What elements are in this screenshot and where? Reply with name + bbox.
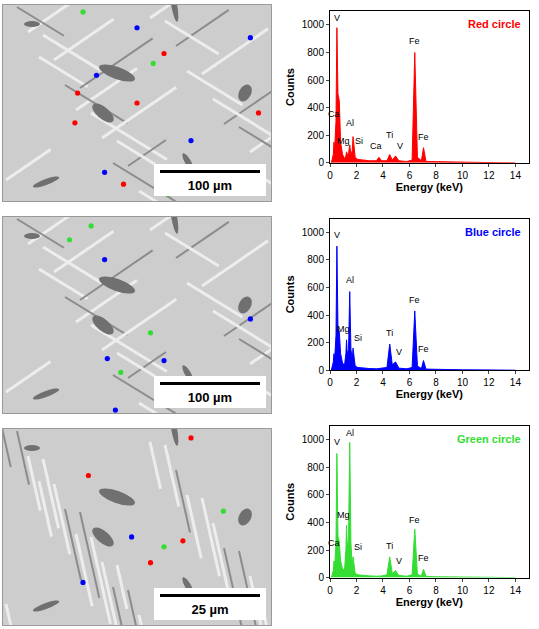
svg-text:V: V xyxy=(334,230,340,240)
svg-text:V: V xyxy=(396,556,402,566)
svg-text:Si: Si xyxy=(354,333,362,343)
svg-text:0: 0 xyxy=(318,572,324,583)
svg-text:800: 800 xyxy=(307,47,324,58)
svg-text:Ti: Ti xyxy=(386,541,393,551)
svg-text:Counts: Counts xyxy=(284,275,296,313)
svg-text:800: 800 xyxy=(307,254,324,265)
svg-text:Al: Al xyxy=(346,428,354,438)
svg-text:Mg: Mg xyxy=(337,510,350,520)
svg-text:2: 2 xyxy=(354,377,360,388)
svg-text:Energy (keV): Energy (keV) xyxy=(396,596,464,608)
svg-text:100 µm: 100 µm xyxy=(188,178,232,193)
svg-text:V: V xyxy=(397,141,403,151)
svg-text:14: 14 xyxy=(510,377,522,388)
svg-text:1000: 1000 xyxy=(302,19,325,30)
svg-text:600: 600 xyxy=(307,75,324,86)
svg-text:V: V xyxy=(334,437,340,447)
svg-text:10: 10 xyxy=(457,585,469,596)
svg-text:Blue circle: Blue circle xyxy=(465,226,521,238)
svg-text:Ca: Ca xyxy=(328,538,340,548)
svg-text:V: V xyxy=(396,347,402,357)
svg-text:600: 600 xyxy=(307,282,324,293)
svg-text:10: 10 xyxy=(457,377,469,388)
svg-text:Ti: Ti xyxy=(386,130,393,140)
svg-text:0: 0 xyxy=(318,157,324,168)
svg-text:Si: Si xyxy=(354,542,362,552)
svg-text:Fe: Fe xyxy=(409,295,420,305)
svg-text:100 µm: 100 µm xyxy=(188,390,232,405)
svg-text:6: 6 xyxy=(407,170,413,181)
svg-text:0: 0 xyxy=(318,365,324,376)
svg-text:4: 4 xyxy=(380,170,386,181)
svg-text:8: 8 xyxy=(433,170,439,181)
svg-text:200: 200 xyxy=(307,130,324,141)
svg-text:Mg: Mg xyxy=(337,136,350,146)
svg-text:6: 6 xyxy=(407,585,413,596)
svg-text:14: 14 xyxy=(510,585,522,596)
svg-text:200: 200 xyxy=(307,337,324,348)
svg-text:2: 2 xyxy=(354,585,360,596)
svg-text:6: 6 xyxy=(407,377,413,388)
svg-text:14: 14 xyxy=(510,170,522,181)
svg-text:400: 400 xyxy=(307,517,324,528)
svg-text:2: 2 xyxy=(354,170,360,181)
svg-text:0: 0 xyxy=(327,170,333,181)
svg-text:Energy (keV): Energy (keV) xyxy=(396,181,464,193)
svg-text:1000: 1000 xyxy=(302,434,325,445)
svg-text:25 µm: 25 µm xyxy=(191,602,228,617)
svg-text:Energy (keV): Energy (keV) xyxy=(396,388,464,400)
svg-text:400: 400 xyxy=(307,310,324,321)
svg-text:Green circle: Green circle xyxy=(457,433,521,445)
svg-text:12: 12 xyxy=(483,377,495,388)
svg-text:400: 400 xyxy=(307,102,324,113)
svg-text:Fe: Fe xyxy=(418,344,429,354)
svg-text:0: 0 xyxy=(327,377,333,388)
svg-text:Fe: Fe xyxy=(409,515,420,525)
svg-text:8: 8 xyxy=(433,585,439,596)
svg-text:Fe: Fe xyxy=(418,553,429,563)
svg-text:Al: Al xyxy=(346,275,354,285)
svg-text:8: 8 xyxy=(433,377,439,388)
svg-text:Red circle: Red circle xyxy=(468,18,521,30)
svg-text:Ca: Ca xyxy=(328,109,340,119)
svg-text:4: 4 xyxy=(380,377,386,388)
svg-text:Counts: Counts xyxy=(284,68,296,106)
svg-text:0: 0 xyxy=(327,585,333,596)
svg-text:Si: Si xyxy=(355,136,363,146)
svg-text:V: V xyxy=(334,13,340,23)
svg-text:Ti: Ti xyxy=(386,328,393,338)
svg-text:12: 12 xyxy=(483,170,495,181)
svg-text:800: 800 xyxy=(307,462,324,473)
svg-text:4: 4 xyxy=(380,585,386,596)
svg-text:Al: Al xyxy=(346,118,354,128)
svg-text:200: 200 xyxy=(307,545,324,556)
svg-text:10: 10 xyxy=(457,170,469,181)
svg-text:Fe: Fe xyxy=(418,132,429,142)
svg-text:Ca: Ca xyxy=(370,141,382,151)
svg-text:1000: 1000 xyxy=(302,227,325,238)
svg-text:12: 12 xyxy=(483,585,495,596)
svg-text:Mg: Mg xyxy=(337,324,350,334)
svg-text:Fe: Fe xyxy=(409,36,420,46)
svg-text:600: 600 xyxy=(307,489,324,500)
svg-text:Counts: Counts xyxy=(284,483,296,521)
